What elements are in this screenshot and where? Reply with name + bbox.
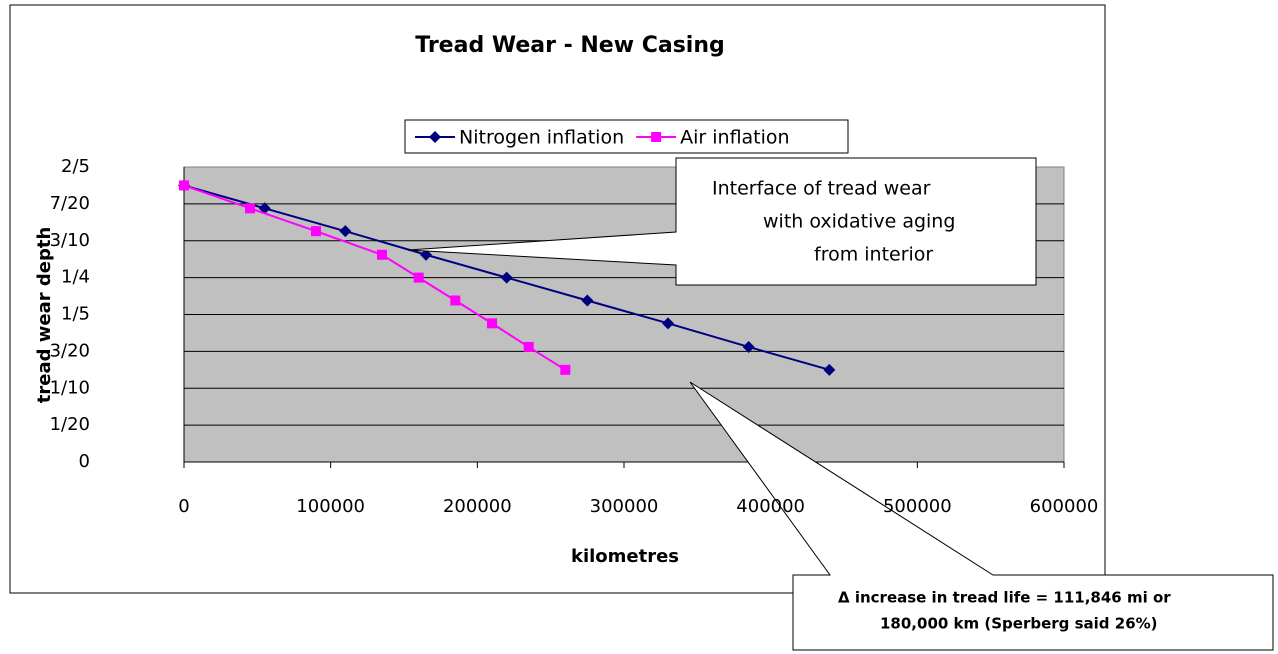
marker xyxy=(311,226,321,237)
marker xyxy=(377,249,387,260)
legend-label: Air inflation xyxy=(680,127,789,149)
marker xyxy=(487,318,497,329)
marker xyxy=(420,248,432,261)
x-tick-label: 0 xyxy=(178,496,189,517)
marker xyxy=(450,295,461,306)
x-tick-label: 300000 xyxy=(590,496,659,517)
marker xyxy=(823,363,836,376)
y-tick-label: 3/20 xyxy=(50,340,90,361)
y-axis-label: tread wear depth xyxy=(34,227,55,404)
y-tick-label: 1/20 xyxy=(50,414,90,435)
x-tick-label: 100000 xyxy=(296,496,365,517)
marker xyxy=(339,225,352,238)
y-tick-label: 1/4 xyxy=(61,267,90,288)
y-tick-label: 3/10 xyxy=(50,230,90,251)
marker xyxy=(742,340,755,353)
marker xyxy=(413,272,424,283)
marker xyxy=(245,203,255,214)
y-tick-label: 2/5 xyxy=(61,156,90,177)
y-tick-label: 7/20 xyxy=(50,193,90,214)
y-tick-label: 0 xyxy=(79,451,90,472)
x-tick-label: 500000 xyxy=(883,496,952,517)
annotation-line: 180,000 km (Sperberg said 26%) xyxy=(880,615,1158,633)
marker xyxy=(560,364,571,375)
marker xyxy=(662,317,674,330)
y-tick-label: 1/5 xyxy=(61,304,90,325)
callout xyxy=(689,381,1274,651)
annotation-line: with oxidative aging xyxy=(763,211,955,233)
chart-title: Tread Wear - New Casing xyxy=(415,33,725,58)
annotation-line: Δ increase in tread life = 111,846 mi or xyxy=(838,589,1171,607)
legend-label: Nitrogen inflation xyxy=(459,127,624,149)
marker xyxy=(500,271,513,284)
x-axis-label: kilometres xyxy=(571,546,679,567)
x-tick-label: 400000 xyxy=(736,496,805,517)
marker xyxy=(429,131,441,143)
marker xyxy=(179,180,189,191)
y-tick-label: 1/10 xyxy=(50,377,90,398)
marker xyxy=(523,341,534,352)
x-tick-label: 200000 xyxy=(443,496,512,517)
callout xyxy=(407,157,1037,286)
x-tick-label: 600000 xyxy=(1030,496,1099,517)
annotation-line: Interface of tread wear xyxy=(712,178,931,200)
legend xyxy=(404,119,849,154)
annotation-line: from interior xyxy=(814,244,933,266)
marker xyxy=(581,294,594,307)
marker xyxy=(651,132,662,142)
